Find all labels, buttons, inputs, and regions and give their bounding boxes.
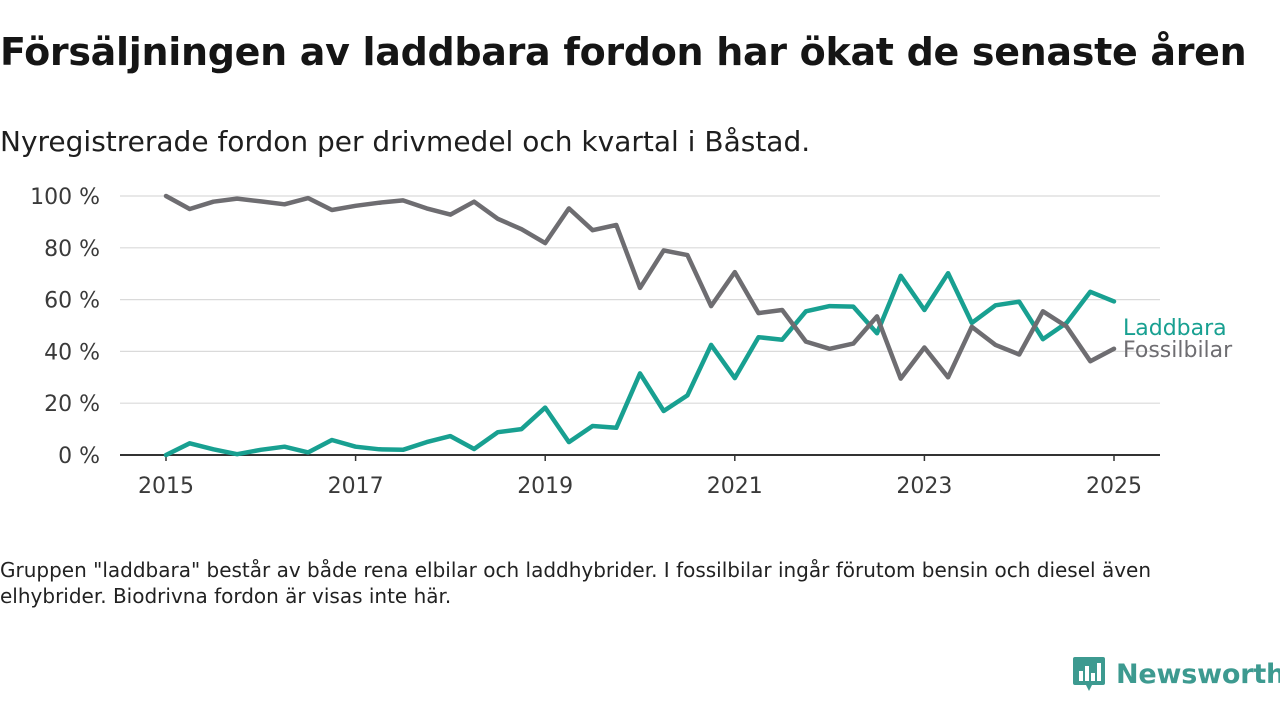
x-tick-label: 2021 [707,474,763,499]
y-tick-label: 60 % [44,289,100,314]
x-axis: 2015 2017 2019 2021 2023 2025 [120,454,1160,499]
series-line-laddbara [163,270,1117,458]
y-axis-labels: 0 % 20 % 40 % 60 % 80 % 100 % [30,185,100,469]
x-tick-label: 2017 [328,474,384,499]
x-tick-label: 2015 [138,474,194,499]
y-tick-label: 20 % [44,392,100,417]
x-tick-label: 2019 [517,474,573,499]
y-tick-label: 80 % [44,237,100,262]
footnote: Gruppen "laddbara" består av både rena e… [0,558,1152,608]
series-line-fossilbilar [163,193,1117,381]
line-chart: 0 % 20 % 40 % 60 % 80 % 100 % 2015 2017 2019 202… [30,185,1233,499]
chart-subtitle: Nyregistrerade fordon per drivmedel och … [0,125,811,158]
newsworthy-logo-icon [1073,657,1105,691]
y-tick-label: 40 % [44,340,100,365]
y-tick-label: 100 % [30,185,100,210]
x-tick-label: 2025 [1086,474,1142,499]
gridlines [120,195,1160,404]
series-label-fossilbilar: Fossilbilar [1123,338,1233,363]
brand-name: Newsworthy [1116,658,1280,690]
brand-logo[interactable]: Newsworthy [1072,654,1280,694]
x-tick-label: 2023 [896,474,952,499]
series-lines [163,193,1117,458]
y-tick-label: 0 % [58,444,100,469]
series-label-laddbara: Laddbara [1123,316,1227,341]
chart-title: Försäljningen av laddbara fordon har öka… [0,30,1247,74]
